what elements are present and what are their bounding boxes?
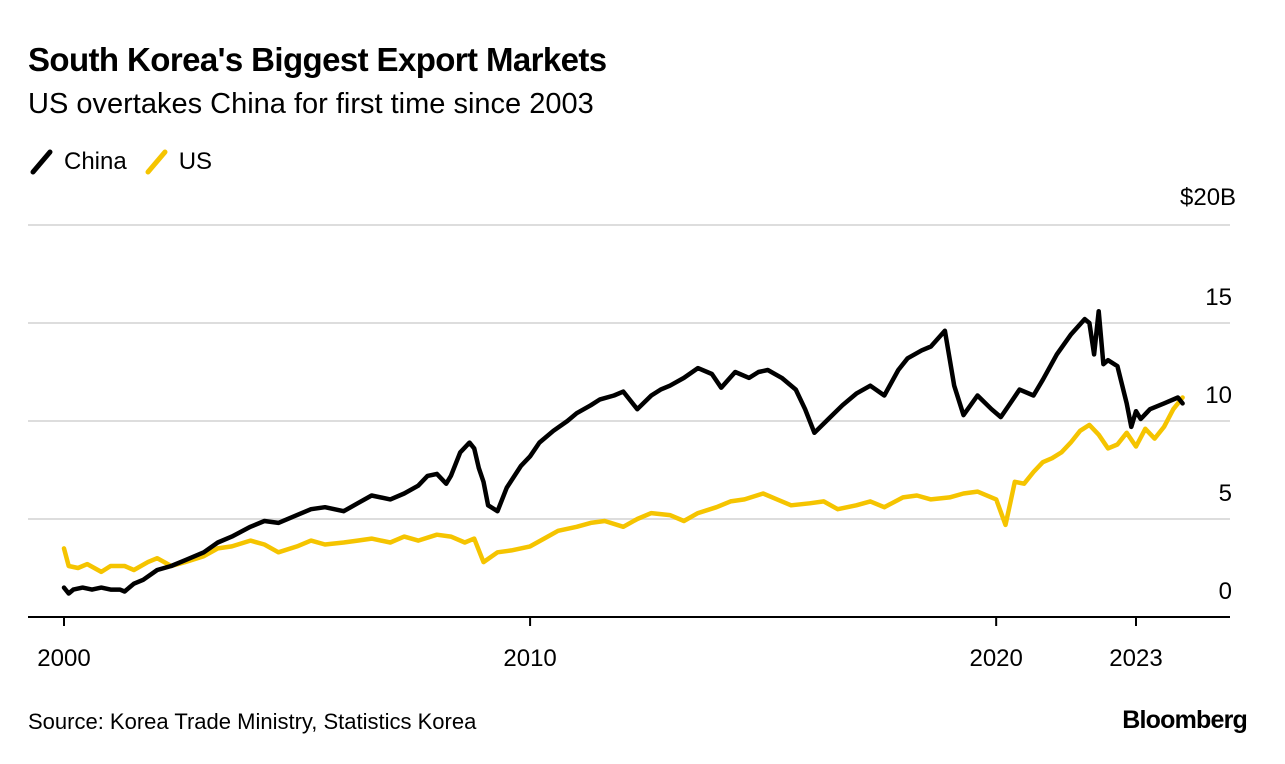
legend-entry-china: China [28, 146, 127, 178]
source-note: Source: Korea Trade Ministry, Statistics… [28, 709, 477, 734]
chart-subtitle: US overtakes China for first time since … [28, 88, 594, 120]
x-tick-label: 2000 [37, 645, 90, 672]
y-axis-unit-label: $20B [1180, 184, 1237, 211]
y-tick-label: 10 [1205, 382, 1232, 409]
series-line-us [61, 395, 1185, 575]
legend: China US [28, 146, 228, 178]
series-line-china [61, 308, 1185, 596]
x-tick-label: 2020 [969, 645, 1022, 672]
legend-label-us: US [178, 148, 213, 175]
y-tick-label: 5 [1219, 480, 1232, 507]
y-tick-label: 15 [1205, 284, 1232, 311]
legend-swatch-us [145, 149, 168, 175]
bloomberg-logo: Bloomberg [1122, 706, 1248, 734]
legend-swatch-china [30, 149, 53, 175]
chart-title: South Korea's Biggest Export Markets [28, 41, 607, 78]
legend-label-china: China [64, 148, 127, 175]
legend-entry-us: US [143, 146, 212, 178]
x-tick-label: 2010 [503, 645, 556, 672]
x-tick-label: 2023 [1109, 645, 1162, 672]
y-tick-label: 0 [1219, 578, 1232, 605]
